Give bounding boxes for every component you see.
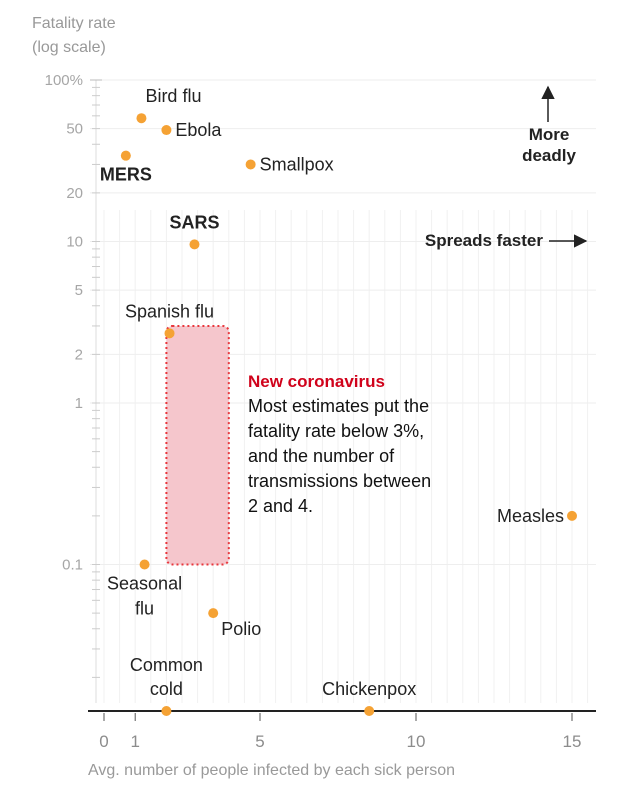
grid (90, 79, 596, 703)
y-tick-label: 100% (45, 72, 83, 89)
more-deadly-label: deadly (522, 146, 576, 165)
point-polio (208, 608, 219, 619)
x-tick-label: 0 (99, 732, 108, 751)
new-coronavirus-text: Most estimates put the (248, 396, 429, 416)
point-label: cold (150, 679, 183, 699)
y-tick-label: 1 (75, 395, 83, 412)
more-deadly-label: More (529, 125, 570, 144)
point-bird-flu (136, 113, 147, 124)
point-mers (120, 150, 131, 161)
point-label: Spanish flu (125, 301, 214, 321)
y-tick-label: 20 (66, 185, 83, 202)
point-ebola (161, 125, 172, 136)
point-chickenpox (364, 706, 375, 716)
point-measles (567, 510, 577, 521)
points: Bird flu Ebola MERS Smallpox SARS Spanish flu… (100, 86, 577, 716)
point-label: Measles (497, 506, 564, 526)
x-tick-label: 5 (255, 732, 264, 751)
x-tick-label: 1 (130, 732, 139, 751)
x-axis-title: Avg. number of people infected by each s… (88, 762, 455, 779)
y-tick-label: 10 (66, 234, 83, 251)
point-label: Ebola (175, 120, 222, 140)
point-label: MERS (100, 165, 152, 185)
annotations: More deadly Spreads faster (425, 85, 588, 250)
new-coronavirus-text: transmissions between (248, 471, 431, 491)
x-tick-label: 15 (563, 732, 582, 751)
point-label: Bird flu (145, 86, 201, 106)
y-axis-title: Fatality rate (32, 15, 116, 32)
new-coronavirus-text: and the number of (248, 446, 395, 466)
point-smallpox (245, 159, 256, 170)
new-coronavirus-text: 2 and 4. (248, 496, 313, 516)
y-tick-label: 2 (75, 346, 83, 363)
x-tick-label: 10 (407, 732, 426, 751)
point-label: SARS (169, 212, 219, 232)
y-axis-title: (log scale) (32, 39, 106, 56)
new-coronavirus-title: New coronavirus (248, 372, 385, 391)
point-label: flu (135, 599, 154, 619)
y-tick-label: 0.1 (62, 557, 83, 574)
point-label: Seasonal (107, 574, 182, 594)
point-sars (189, 239, 200, 250)
highlight-region: New coronavirus Most estimates put the fat… (165, 324, 431, 566)
spreads-faster-label: Spreads faster (425, 231, 543, 250)
point-seasonal-flu (139, 559, 150, 570)
point-common-cold (161, 706, 172, 716)
new-coronavirus-text: fatality rate below 3%, (248, 421, 424, 441)
new-coronavirus-region (165, 324, 230, 566)
y-tick-label: 5 (75, 282, 83, 299)
point-label: Common (130, 655, 203, 675)
point-label: Chickenpox (322, 679, 416, 699)
point-spanish-flu (164, 328, 175, 339)
point-label: Smallpox (260, 154, 334, 174)
point-label: Polio (221, 619, 261, 639)
y-tick-label: 50 (66, 121, 83, 138)
